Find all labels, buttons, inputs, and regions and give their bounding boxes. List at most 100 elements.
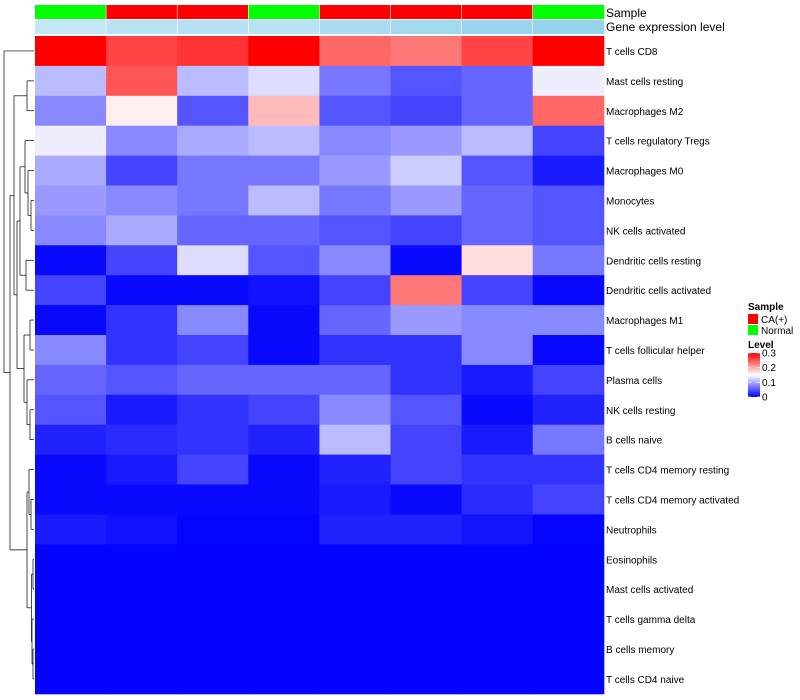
- heatmap-cell: [532, 215, 605, 246]
- heatmap-cell: [461, 544, 534, 575]
- heatmap-cell: [532, 65, 605, 97]
- heatmap-cell: [319, 36, 391, 67]
- heatmap-cell: [390, 65, 463, 97]
- heatmap-cell: [177, 305, 249, 336]
- heatmap-cell: [461, 574, 534, 605]
- heatmap-cell: [248, 215, 320, 246]
- heatmap-cell: [248, 484, 320, 515]
- expression-track-cell: [106, 20, 178, 34]
- heatmap-cell: [390, 185, 463, 216]
- row-label: Eosinophils: [606, 555, 657, 566]
- heatmap-cell: [177, 604, 249, 635]
- heatmap-cell: [35, 454, 107, 485]
- heatmap-cell: [319, 663, 391, 695]
- heatmap-cell: [390, 604, 463, 635]
- row-label: Mast cells resting: [606, 77, 683, 88]
- heatmap-cell: [106, 574, 178, 605]
- heatmap-cell: [532, 604, 605, 635]
- track-label-sample: Sample: [606, 6, 647, 20]
- heatmap-cell: [177, 514, 249, 545]
- heatmap-cell: [319, 245, 391, 276]
- heatmap-cell: [390, 663, 463, 695]
- heatmap-cell: [461, 663, 534, 695]
- heatmap-cell: [532, 484, 605, 515]
- heatmap-cell: [390, 245, 463, 276]
- heatmap-cell: [177, 454, 249, 485]
- heatmap-cell: [177, 155, 249, 186]
- heatmap-cell: [177, 424, 249, 456]
- row-label: Dendritic cells resting: [606, 256, 701, 267]
- heatmap-cell: [532, 335, 605, 366]
- sample-track-cell: [319, 5, 391, 19]
- heatmap-cell: [390, 215, 463, 246]
- heatmap-cell: [461, 155, 534, 186]
- row-label: B cells memory: [606, 645, 674, 656]
- row-label: B cells naive: [606, 436, 663, 447]
- heatmap-cell: [461, 215, 534, 246]
- row-label: Macrophages M1: [606, 316, 684, 327]
- legend-tick-label: 0: [762, 393, 768, 404]
- heatmap-cell: [532, 424, 605, 456]
- heatmap-cell: [461, 634, 534, 665]
- heatmap-cell: [35, 424, 107, 456]
- heatmap-cell: [319, 215, 391, 246]
- heatmap-cell: [532, 36, 605, 67]
- legend-color-bar: [748, 353, 760, 397]
- heatmap-cell: [106, 364, 178, 396]
- heatmap-cell: [177, 36, 249, 67]
- heatmap-cell: [532, 155, 605, 186]
- legend-label-normal: Normal: [761, 326, 793, 337]
- heatmap-cell: [35, 305, 107, 336]
- heatmap-cell: [390, 95, 463, 127]
- annotation-tracks: [35, 5, 605, 34]
- heatmap-cell: [106, 454, 178, 485]
- heatmap-cell: [177, 574, 249, 605]
- legend-tick-label: 0.2: [762, 363, 776, 374]
- heatmap-cell: [106, 663, 178, 695]
- heatmap-cell: [461, 335, 534, 366]
- heatmap-cell: [461, 245, 534, 276]
- heatmap-cell: [177, 364, 249, 396]
- row-label: Mast cells activated: [606, 585, 693, 596]
- heatmap-cell: [35, 394, 107, 426]
- expression-track-cell: [461, 20, 534, 34]
- heatmap-cell: [35, 125, 107, 157]
- legend-tick-label: 0.3: [762, 349, 776, 360]
- heatmap-cell: [532, 454, 605, 485]
- heatmap-cell: [177, 125, 249, 157]
- row-label: T cells CD4 memory resting: [606, 466, 729, 477]
- legend-sample-title: Sample: [748, 302, 784, 313]
- row-label: T cells gamma delta: [606, 615, 696, 626]
- heatmap-cell: [319, 424, 391, 456]
- heatmap-cell: [319, 634, 391, 665]
- row-label: Plasma cells: [606, 376, 662, 387]
- heatmap-cell: [461, 36, 534, 67]
- row-label: Monocytes: [606, 196, 654, 207]
- heatmap-cell: [461, 305, 534, 336]
- heatmap-cell: [248, 663, 320, 695]
- expression-track-cell: [532, 20, 605, 34]
- heatmap-cell: [319, 95, 391, 127]
- legend-tick-label: 0.1: [762, 378, 776, 389]
- heatmap-cell: [319, 574, 391, 605]
- row-label: T cells regulatory Tregs: [606, 137, 710, 148]
- legend-swatch-normal: [748, 325, 758, 335]
- heatmap-cell: [35, 95, 107, 127]
- heatmap-cell: [532, 514, 605, 545]
- heatmap-cell: [248, 305, 320, 336]
- heatmap-cell: [319, 65, 391, 97]
- heatmap-cell: [106, 484, 178, 515]
- heatmap-cell: [177, 634, 249, 665]
- heatmap-cell: [532, 364, 605, 396]
- heatmap-cell: [248, 574, 320, 605]
- heatmap-cell: [35, 484, 107, 515]
- heatmap-cell: [248, 95, 320, 127]
- heatmap-cell: [106, 65, 178, 97]
- heatmap-cell: [319, 185, 391, 216]
- heatmap-cell: [390, 155, 463, 186]
- heatmap-cell: [248, 604, 320, 635]
- row-label: T cells CD4 memory activated: [606, 495, 739, 506]
- heatmap-cell: [319, 155, 391, 186]
- heatmap-cell: [35, 604, 107, 635]
